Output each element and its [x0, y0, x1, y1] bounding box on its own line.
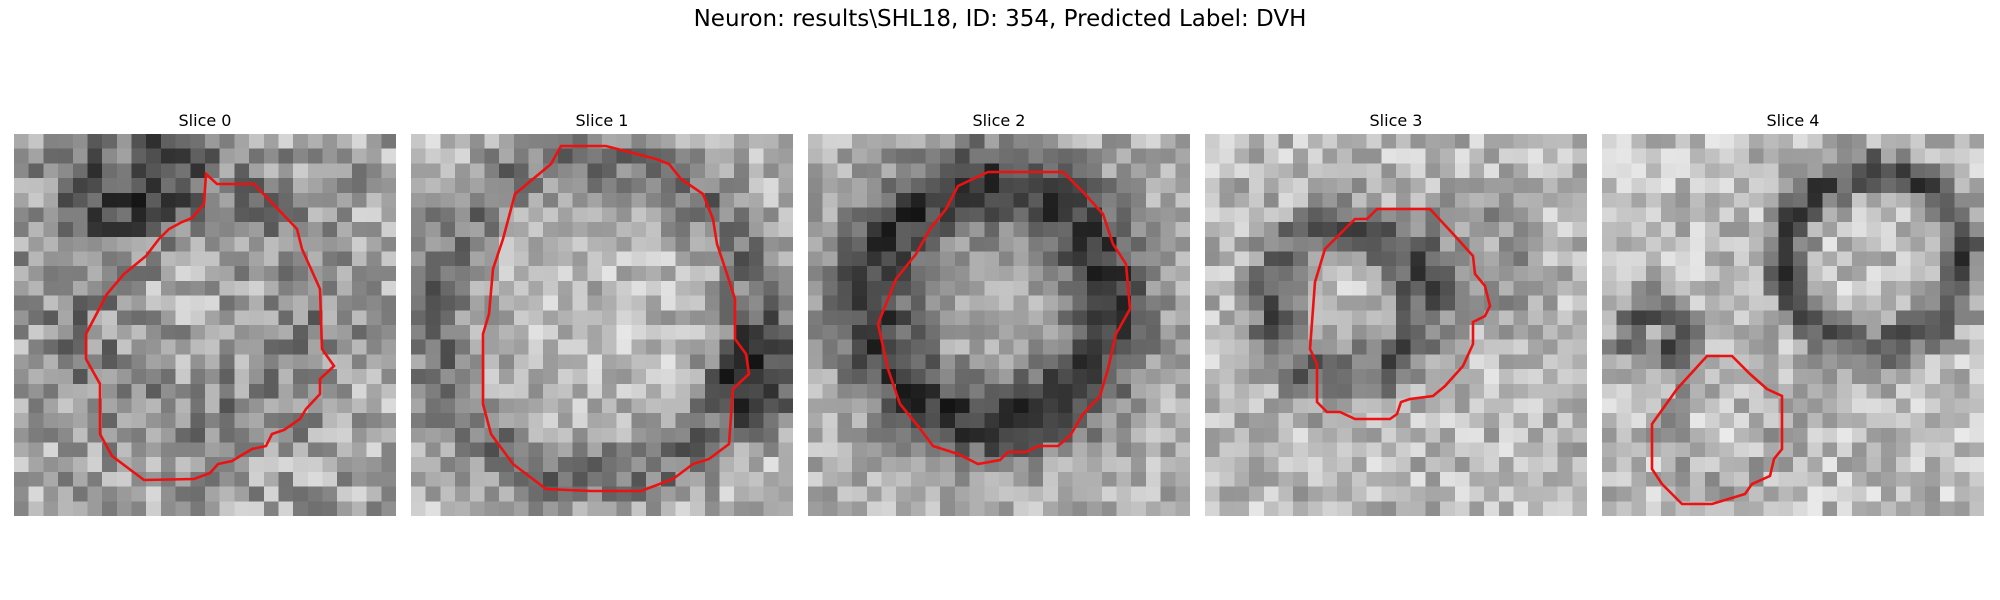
neuron-contour: [876, 170, 1132, 466]
slice-title: Slice 4: [1766, 111, 1820, 130]
contour-line: [876, 170, 1132, 466]
slice-title: Slice 2: [972, 111, 1026, 130]
neuron-contour: [1308, 207, 1492, 421]
slice-image: [1205, 134, 1587, 516]
slice-panel-0: Slice 0: [14, 110, 396, 516]
contour-line: [1650, 354, 1784, 506]
neuron-contour: [84, 171, 336, 482]
neuron-contour: [481, 144, 751, 493]
figure-title: Neuron: results\SHL18, ID: 354, Predicte…: [693, 6, 1307, 32]
contour-line: [1308, 207, 1492, 421]
contour-line: [481, 144, 751, 493]
slice-panel-1: Slice 1: [411, 110, 793, 516]
neuron-contour: [1650, 354, 1784, 506]
slice-title: Slice 1: [575, 111, 629, 130]
slice-image: [808, 134, 1190, 516]
slice-panel-4: Slice 4: [1602, 110, 1984, 516]
slice-panel-2: Slice 2: [808, 110, 1190, 516]
slice-image: [1602, 134, 1984, 516]
contour-line: [84, 171, 336, 482]
slice-title: Slice 0: [178, 111, 232, 130]
slice-panel-3: Slice 3: [1205, 110, 1587, 516]
slice-image: [411, 134, 793, 516]
slice-title: Slice 3: [1369, 111, 1423, 130]
